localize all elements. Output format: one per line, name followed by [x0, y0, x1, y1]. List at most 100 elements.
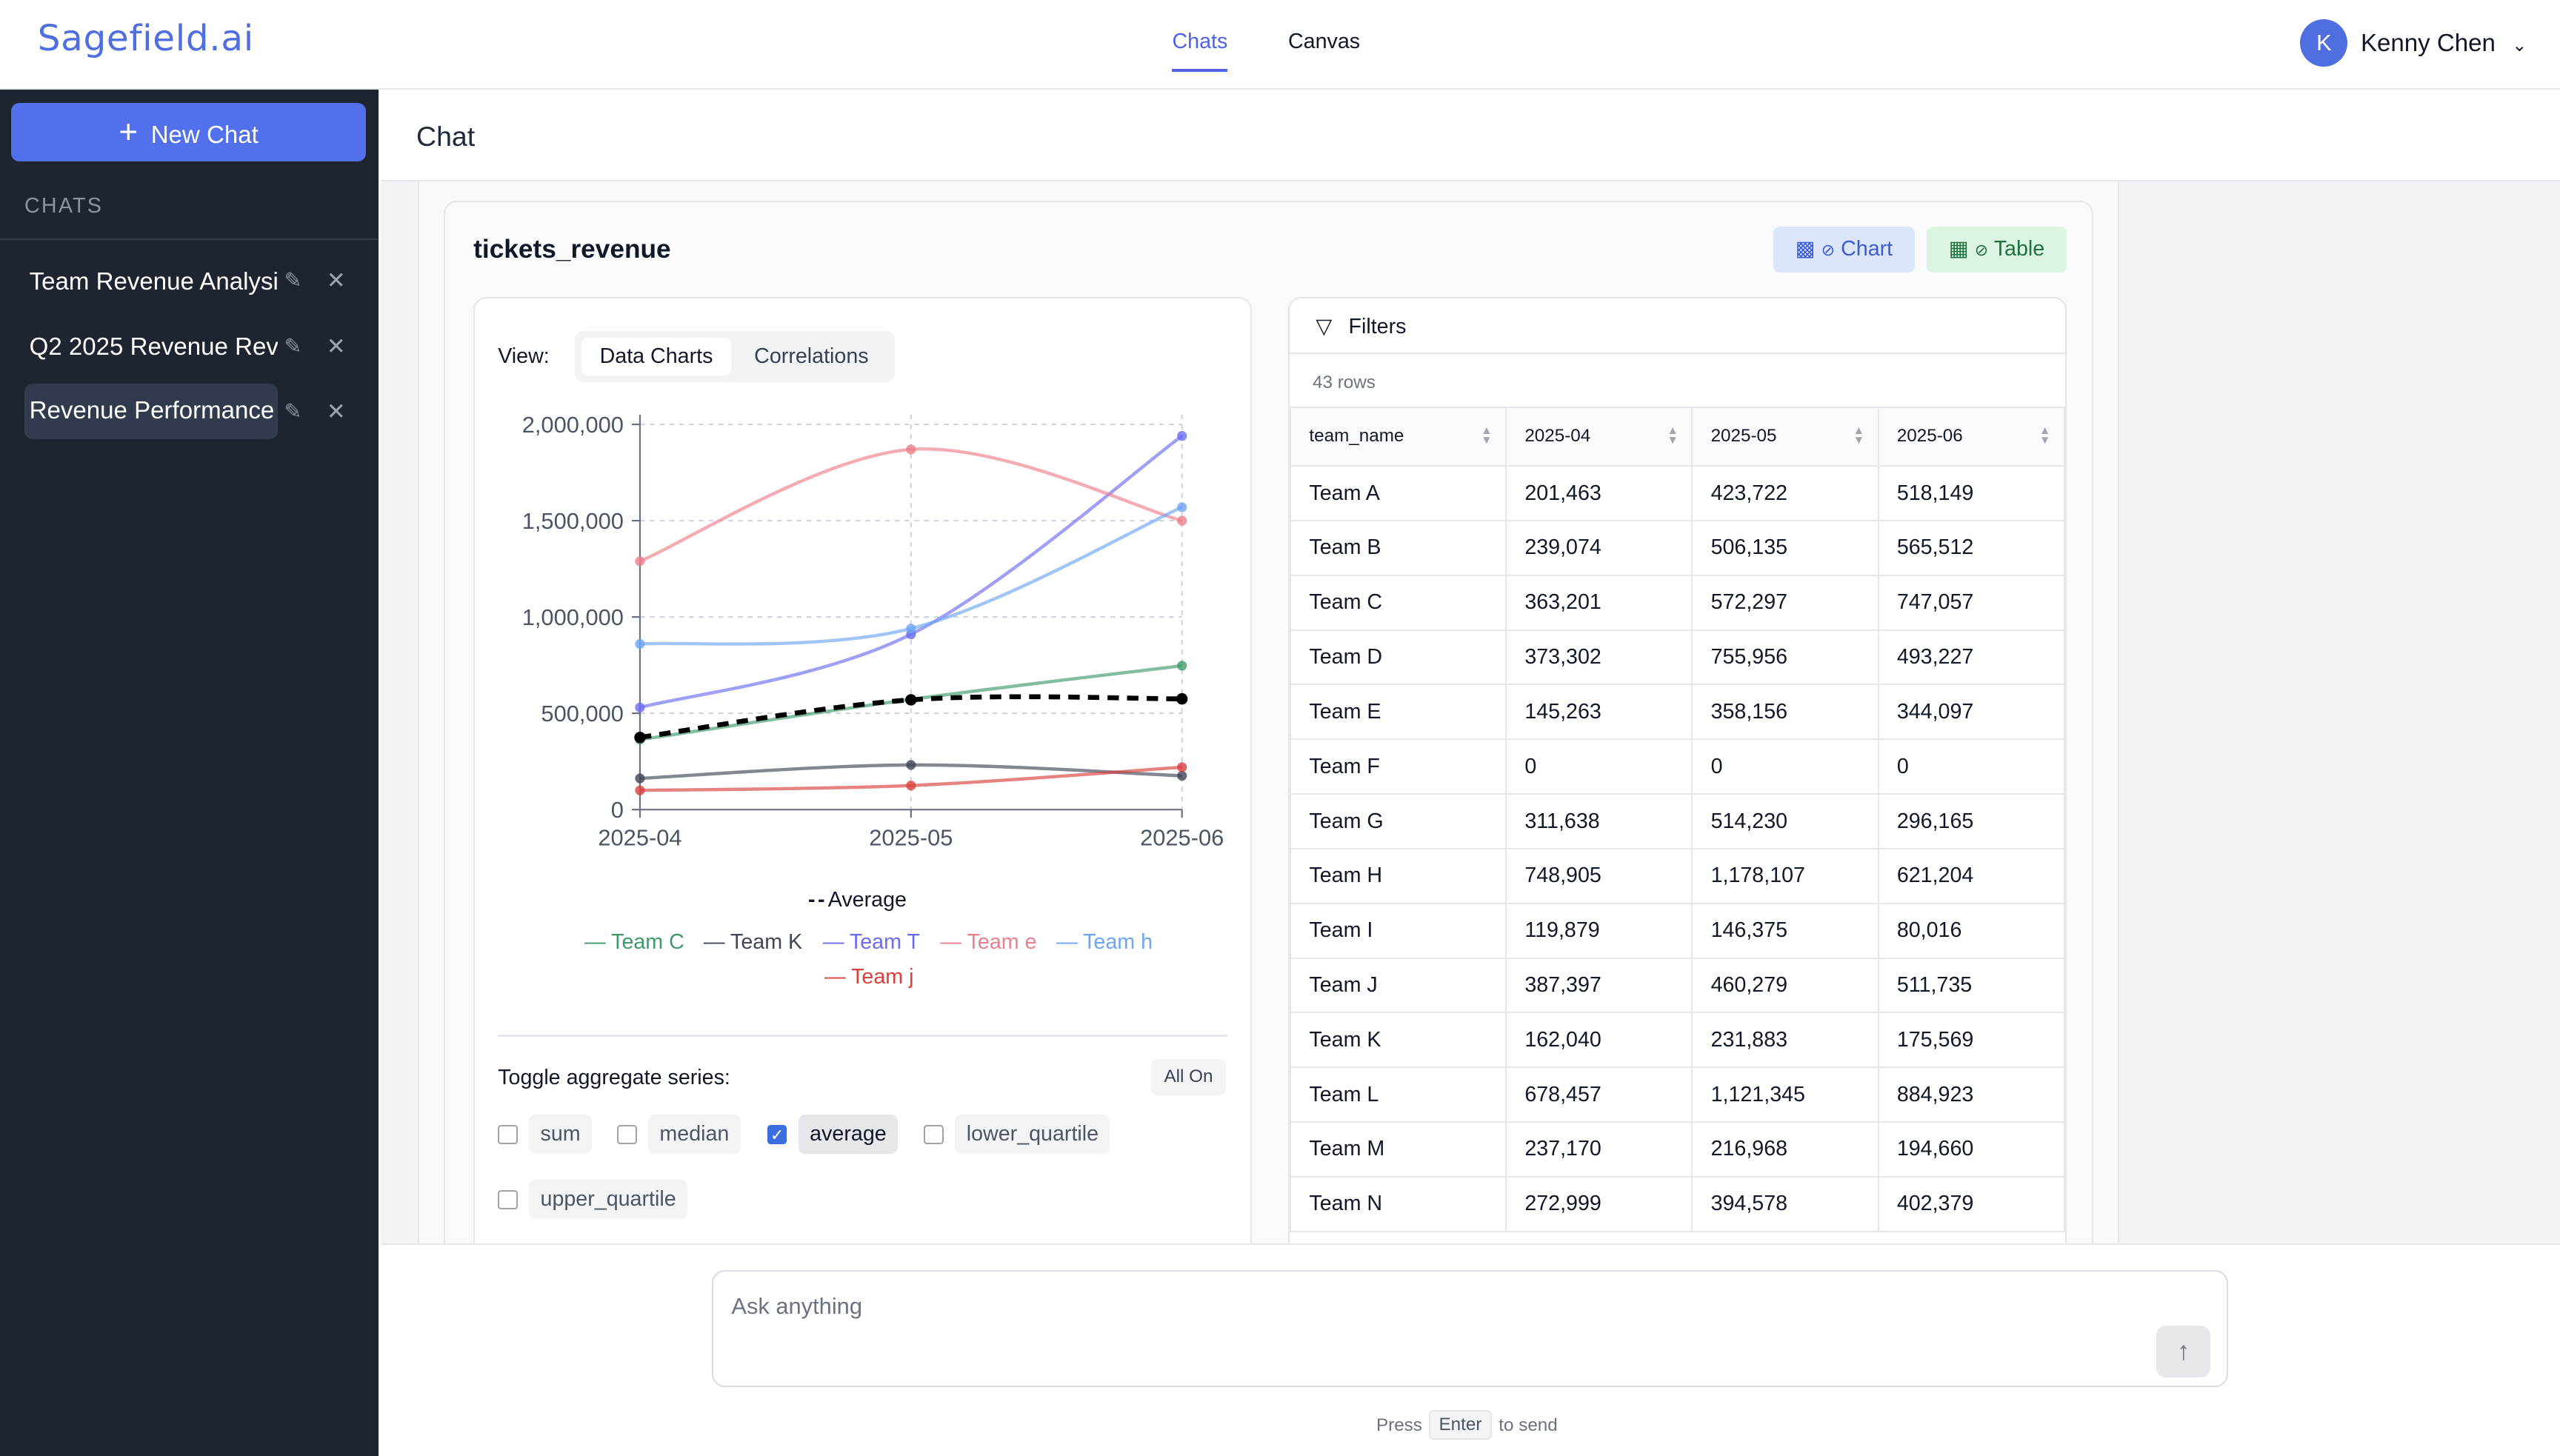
table-cell: 363,201 — [1505, 574, 1693, 631]
edit-icon[interactable]: ✎ — [284, 269, 302, 293]
table-cell: 296,165 — [1877, 793, 2065, 849]
column-header[interactable]: 2025-06 ▲ ▼ — [1877, 406, 2065, 467]
sidebar — [0, 90, 379, 1456]
sort-icon[interactable]: ▲ ▼ — [1667, 424, 1679, 447]
checkbox-median[interactable] — [617, 1124, 637, 1144]
legend-label: Team e — [967, 930, 1037, 955]
user-menu[interactable]: Kenny Chen ⌄ — [2361, 30, 2527, 58]
table-cell: 511,735 — [1877, 957, 2065, 1014]
new-chat-label: New Chat — [150, 121, 259, 149]
aggregate-chip[interactable]: sum — [529, 1115, 593, 1155]
table-cell: 0 — [1877, 738, 2065, 795]
table-cell: 518,149 — [1877, 465, 2065, 521]
table-toggle-button[interactable]: ▦ ⊘ Table — [1926, 227, 2067, 273]
avatar[interactable]: K — [2300, 19, 2348, 67]
hint-text: to send — [1499, 1415, 1558, 1435]
checkbox-upper_quartile[interactable] — [498, 1189, 518, 1210]
divider — [498, 1035, 1228, 1037]
legend-label: Team T — [849, 930, 920, 955]
table-label: Table — [1993, 237, 2045, 261]
table-row: Team K 162,040 231,883 175,569 — [1290, 1012, 2065, 1069]
chat-input[interactable] — [711, 1269, 2229, 1388]
aggregate-chip[interactable]: upper_quartile — [529, 1180, 688, 1220]
filters-label: Filters — [1348, 315, 1407, 339]
hint-text: Press — [1376, 1415, 1422, 1435]
table-cell: 460,279 — [1691, 957, 1879, 1014]
chat-item[interactable]: Team Revenue Analysis — [29, 267, 278, 295]
chat-item-selected[interactable]: Revenue Performance Dashboard — [24, 383, 278, 439]
new-chat-button[interactable]: + New Chat — [11, 102, 366, 162]
nav-chats[interactable]: Chats — [1172, 30, 1228, 72]
table-row: Team D 373,302 755,956 493,227 — [1290, 629, 2065, 686]
tab-data-charts[interactable]: Data Charts — [581, 338, 732, 375]
table-cell: 402,379 — [1877, 1175, 2065, 1232]
top-bar — [0, 0, 2560, 90]
sort-icon[interactable]: ▲ ▼ — [1481, 424, 1493, 447]
chart-label: Chart — [1841, 237, 1893, 261]
legend-item-average[interactable]: - - Average — [807, 887, 907, 912]
table-cell: 621,204 — [1877, 847, 2065, 904]
table-cell: 387,397 — [1505, 957, 1693, 1014]
legend-item[interactable]: — Team j — [824, 965, 913, 989]
table-cell: 747,057 — [1877, 574, 2065, 631]
column-header[interactable]: 2025-05 ▲ ▼ — [1691, 406, 1879, 467]
send-button[interactable]: ↑ — [2156, 1325, 2211, 1378]
table-cell: 572,297 — [1691, 574, 1879, 631]
checkbox-average[interactable]: ✓ — [767, 1124, 787, 1144]
table-cell: 394,578 — [1691, 1175, 1879, 1232]
all-on-button[interactable]: All On — [1150, 1059, 1227, 1095]
close-icon[interactable]: ✕ — [326, 333, 346, 359]
column-header[interactable]: 2025-04 ▲ ▼ — [1505, 406, 1693, 467]
checkbox-lower_quartile[interactable] — [924, 1124, 944, 1144]
data-table: team_name ▲ ▼ 2025-04 ▲ ▼ 2025-05 ▲ ▼ 2025-06 ▲ ▼ Te… — [1290, 406, 2065, 1232]
aggregate-chip[interactable]: lower_quartile — [955, 1115, 1110, 1155]
legend-label: Team j — [851, 964, 914, 989]
aggregate-chip[interactable]: median — [647, 1115, 741, 1155]
table-cell: 1,178,107 — [1691, 847, 1879, 904]
table-cell: 565,512 — [1877, 519, 2065, 576]
table-cell: 272,999 — [1505, 1175, 1693, 1232]
table-cell: 237,170 — [1505, 1121, 1693, 1178]
legend-label: Team C — [611, 930, 684, 955]
tab-correlations[interactable]: Correlations — [754, 344, 869, 369]
legend-item[interactable]: — Team h — [1056, 930, 1153, 955]
aggregate-chip[interactable]: average — [798, 1115, 899, 1155]
view-label: View: — [498, 344, 550, 369]
table-cell: Team I — [1290, 902, 1507, 959]
close-icon[interactable]: ✕ — [326, 267, 346, 294]
column-header[interactable]: team_name ▲ ▼ — [1290, 406, 1507, 467]
filters-bar[interactable]: ▽ Filters — [1290, 298, 2066, 355]
checkbox-sum[interactable] — [498, 1124, 518, 1144]
edit-icon[interactable]: ✎ — [284, 399, 302, 424]
legend-item[interactable]: — Team C — [584, 930, 684, 955]
legend-item[interactable]: — Team K — [704, 930, 802, 955]
table-row: Team I 119,879 146,375 80,016 — [1290, 902, 2065, 959]
table-cell: 514,230 — [1691, 793, 1879, 849]
sort-icon[interactable]: ▲ ▼ — [1853, 424, 1864, 447]
table-cell: 162,040 — [1505, 1012, 1693, 1069]
table-cell: Team L — [1290, 1066, 1507, 1123]
chat-item[interactable]: Q2 2025 Revenue Review — [29, 333, 278, 361]
table-cell: Team B — [1290, 519, 1507, 576]
filter-icon: ▽ — [1316, 315, 1333, 339]
legend-item[interactable]: — Team T — [823, 930, 920, 955]
table-cell: 216,968 — [1691, 1121, 1879, 1178]
legend-label: Average — [827, 887, 907, 912]
sort-icon[interactable]: ▲ ▼ — [2039, 424, 2051, 447]
logo[interactable]: Sagefield.ai — [37, 18, 254, 60]
table-cell: Team E — [1290, 684, 1507, 741]
legend-item[interactable]: — Team e — [941, 930, 1037, 955]
close-icon[interactable]: ✕ — [326, 398, 346, 424]
divider — [0, 238, 379, 240]
legend-label: Team K — [730, 930, 803, 955]
legend-label: Team h — [1083, 930, 1153, 955]
table-cell: Team A — [1290, 465, 1507, 521]
edit-icon[interactable]: ✎ — [284, 334, 302, 358]
chevron-down-icon: ⌄ — [2512, 35, 2527, 56]
table-row: Team A 201,463 423,722 518,149 — [1290, 465, 2065, 521]
table-cell: 0 — [1505, 738, 1693, 795]
table-row: Team L 678,457 1,121,345 884,923 — [1290, 1066, 2065, 1123]
chart-toggle-button[interactable]: ▩ ⊘ Chart — [1773, 227, 1916, 273]
table-cell: Team N — [1290, 1175, 1507, 1232]
nav-canvas[interactable]: Canvas — [1287, 29, 1361, 53]
